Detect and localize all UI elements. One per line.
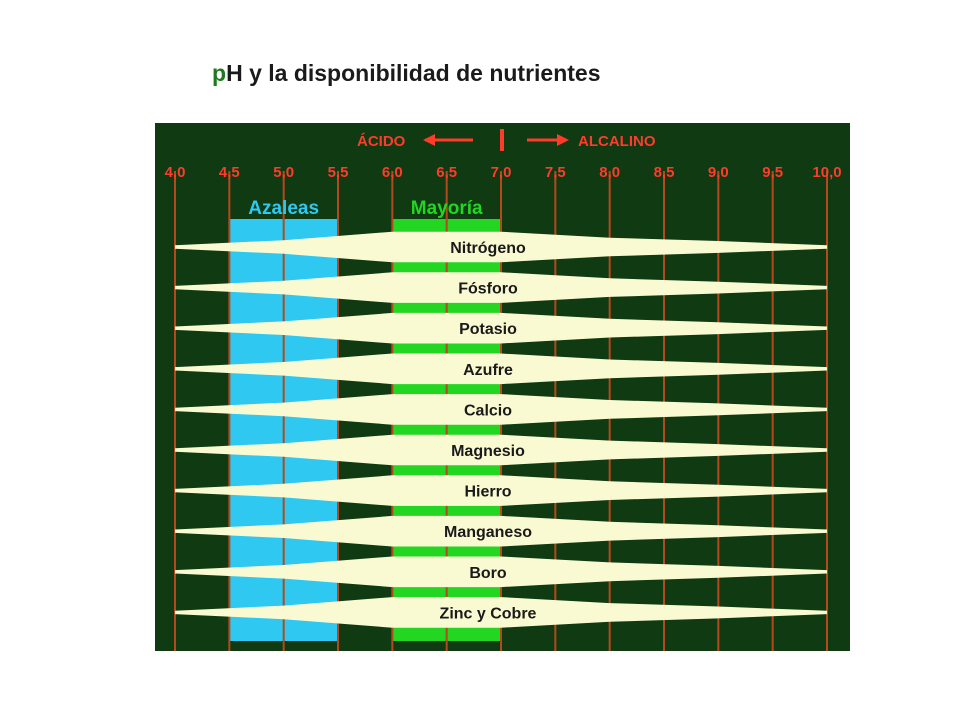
nutrient-bands: Nitrógeno Fósforo Potasio Azufre Calcio Magne…: [175, 231, 827, 628]
nutrient-label-6: Hierro: [464, 484, 511, 501]
nutrient-label-9: Zinc y Cobre: [440, 605, 537, 622]
nutrient-band-5: [175, 434, 827, 466]
tick-label-10: 9,0: [708, 164, 729, 181]
nutrient-label-8: Boro: [469, 565, 507, 582]
nutrient-label-2: Potasio: [459, 321, 517, 338]
ph-tick-labels: 4,0 4,5 5,0 5,5 6,0 6,5 7,0 7,5 8,0 8,5 9,0 9,5 10,0: [165, 164, 842, 181]
tick-label-1: 4,5: [219, 164, 240, 181]
tick-label-3: 5,5: [328, 164, 349, 181]
nutrient-band-2: [175, 312, 827, 344]
diagram-canvas: ÁCIDO ALCALINO 4,0 4,5 5,0 5,5 6,0 6,5 7,0 7,5 8…: [165, 129, 842, 651]
nutrient-band-3: [175, 353, 827, 385]
tick-label-5: 6,5: [436, 164, 457, 181]
slide-title: pH y la disponibilidad de nutrientes: [212, 60, 601, 87]
range-label-1: Mayoría: [411, 198, 483, 219]
nutrient-label-5: Magnesio: [451, 443, 525, 460]
acid-arrow-head: [423, 134, 435, 146]
nutrient-band-7: [175, 515, 827, 547]
ph-nutrient-availability-diagram: ÁCIDO ALCALINO 4,0 4,5 5,0 5,5 6,0 6,5 7,0 7,5 8…: [155, 123, 850, 651]
nutrient-label-7: Manganeso: [444, 524, 532, 541]
tick-label-0: 4,0: [165, 164, 186, 181]
nutrient-band-6: [175, 475, 827, 506]
nutrient-band-0: [175, 231, 827, 263]
nutrient-label-4: Calcio: [464, 402, 512, 419]
nutrient-label-1: Fósforo: [458, 281, 518, 298]
tick-label-6: 7,0: [491, 164, 512, 181]
slide-title-rest: H y la disponibilidad de nutrientes: [226, 60, 601, 86]
alkaline-arrow-head: [557, 134, 569, 146]
nutrient-band-1: [175, 272, 827, 303]
tick-label-11: 9,5: [762, 164, 783, 181]
ph-direction-header: ÁCIDO ALCALINO: [357, 129, 656, 151]
nutrient-label-3: Azufre: [463, 362, 513, 379]
tick-label-8: 8,0: [599, 164, 620, 181]
slide-title-first-letter: p: [212, 60, 227, 86]
alkaline-label: ALCALINO: [578, 133, 656, 150]
nutrient-band-8: [175, 556, 827, 588]
tick-label-2: 5,0: [273, 164, 294, 181]
tick-label-12: 10,0: [812, 164, 841, 181]
tick-label-9: 8,5: [654, 164, 675, 181]
range-labels: Azaleas Mayoría: [248, 198, 483, 219]
nutrient-band-9: [175, 597, 827, 628]
range-label-0: Azaleas: [248, 198, 319, 219]
tick-label-4: 6,0: [382, 164, 403, 181]
acid-label: ÁCIDO: [357, 133, 406, 150]
tick-label-7: 7,5: [545, 164, 566, 181]
nutrient-label-0: Nitrógeno: [450, 240, 526, 257]
nutrient-band-4: [175, 394, 827, 425]
